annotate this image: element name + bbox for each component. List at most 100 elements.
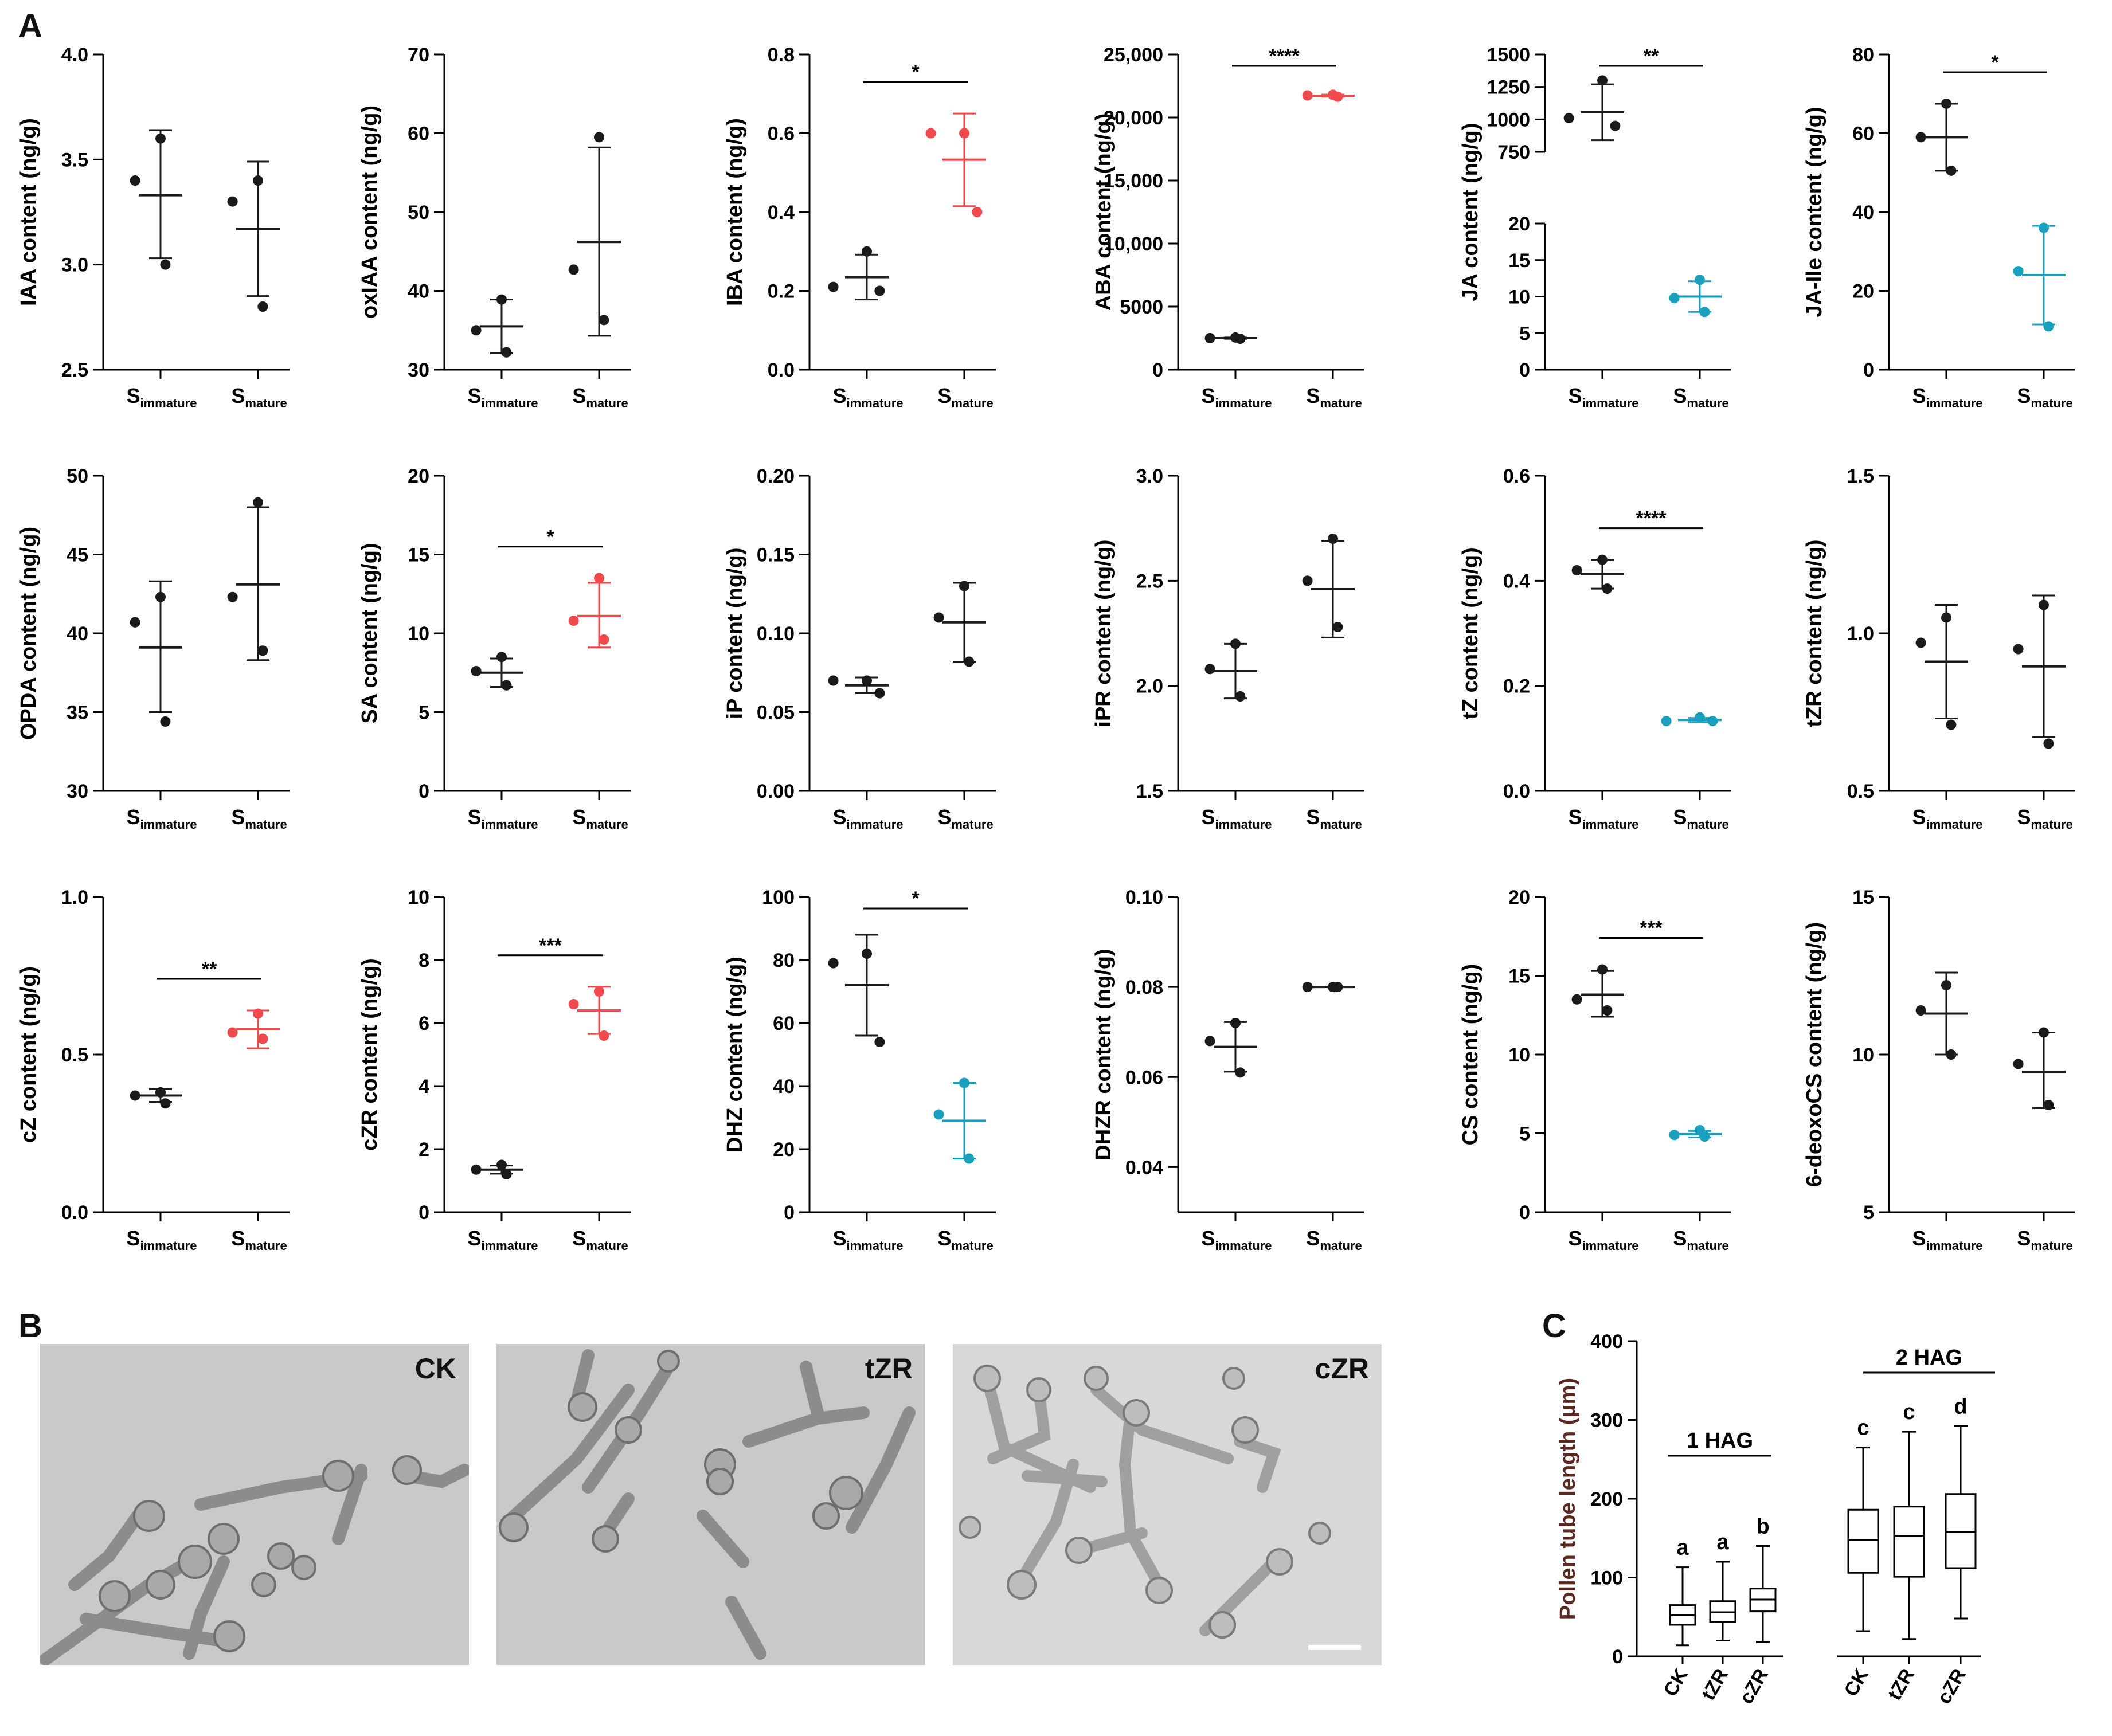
data-point (594, 573, 604, 583)
y-tick-label: 0.5 (1847, 781, 1874, 802)
data-point (1328, 534, 1338, 544)
y-tick-label: 0.10 (1125, 887, 1163, 908)
data-point (1602, 583, 1613, 594)
y-tick-label: 15 (1852, 887, 1874, 908)
box (1847, 1508, 1879, 1574)
data-point (594, 986, 604, 997)
panel-letter-b: B (18, 1307, 42, 1345)
y-tick-label: 0.4 (768, 202, 795, 224)
x-tick-label: Smature (1306, 384, 1362, 410)
y-tick-label: 50 (67, 465, 88, 487)
y-tick-label: 0.08 (1125, 977, 1163, 998)
significance-label: *** (539, 935, 562, 957)
y-tick-label: 3.0 (1136, 465, 1163, 487)
y-tick-label: 10,000 (1104, 233, 1163, 255)
micrograph-tzr: tZR (496, 1344, 925, 1665)
x-tick-label: Smature (2017, 384, 2072, 410)
data-point (130, 617, 140, 628)
data-point (1941, 980, 1951, 990)
data-point (1699, 307, 1710, 318)
y-axis-title: tZ content (ng/g) (1458, 547, 1483, 719)
data-point (568, 264, 579, 275)
y-tick-label: 2.5 (61, 359, 88, 381)
data-point (2039, 599, 2049, 610)
y-axis-title: CS content (ng/g) (1458, 964, 1483, 1146)
x-tick-label: Smature (1673, 384, 1728, 410)
data-point (959, 1077, 969, 1088)
y-tick-label: 40 (773, 1076, 795, 1098)
y-tick-label: 400 (1590, 1331, 1623, 1353)
scale-bar (1308, 1645, 1361, 1650)
y-axis-title: DHZ content (ng/g) (723, 957, 747, 1153)
data-point (2013, 644, 2024, 655)
data-point (227, 1027, 238, 1038)
data-point (471, 666, 482, 676)
data-point (2013, 266, 2024, 277)
y-tick-label: 4.0 (61, 44, 88, 66)
y-tick-label: 20 (1508, 213, 1530, 235)
x-tick-label: Simmature (467, 384, 538, 410)
y-axis-title: oxIAA content (ng/g) (358, 105, 382, 319)
chart-panel-5: 0 5 10 15 20 750 1000 1250 1500 Simmature Smature J… (1458, 44, 1731, 410)
y-tick-label: 0 (1519, 359, 1530, 381)
micrograph-label-ck: CK (414, 1353, 456, 1385)
data-point (1669, 1130, 1680, 1141)
y-tick-label: 5 (419, 702, 429, 724)
y-tick-label: 10 (1508, 1044, 1530, 1066)
y-axis-title: JA content (ng/g) (1458, 123, 1483, 301)
y-tick-label: 20 (773, 1139, 795, 1161)
y-tick-label: 0.0 (1503, 781, 1530, 802)
data-point (471, 1164, 482, 1175)
significance-letter: d (1954, 1395, 1967, 1419)
x-tick-label: Simmature (832, 805, 903, 832)
data-point (2039, 1027, 2049, 1038)
y-axis-title: 6-deoxoCS content (ng/g) (1802, 922, 1827, 1187)
chart-panel-9: 0.00 0.05 0.10 0.15 0.20 Simmature Smature iP c… (723, 465, 996, 832)
data-point (1302, 90, 1313, 101)
data-point (501, 680, 512, 691)
x-tick-label: tZR (1698, 1665, 1732, 1704)
data-point (160, 716, 171, 727)
y-tick-label: 200 (1590, 1488, 1623, 1510)
y-axis-title: IBA content (ng/g) (723, 118, 747, 306)
data-point (253, 1008, 263, 1019)
y-tick-label: 40 (1852, 202, 1874, 224)
data-point (1204, 664, 1215, 675)
y-tick-label: 0 (784, 1202, 795, 1224)
x-tick-label: Smature (2017, 805, 2072, 832)
x-tick-label: Smature (572, 384, 628, 410)
chart-panel-pollen-tube-length: 0 100 200 300 400 Pollen tube length (μm) a CK a… (1556, 1331, 1995, 1708)
data-point (972, 207, 983, 217)
data-point (1332, 91, 1343, 102)
data-point (1230, 1018, 1241, 1028)
chart-panel-2: 30 40 50 60 70 Simmature Smature oxIAA content … (358, 44, 631, 410)
y-tick-label: 20 (1508, 887, 1530, 908)
data-point (594, 132, 604, 143)
y-tick-label: 20,000 (1104, 107, 1163, 129)
x-tick-label: Simmature (126, 805, 197, 832)
data-point (874, 688, 885, 699)
x-tick-label: Smature (1306, 1226, 1362, 1253)
data-point (1946, 165, 1957, 176)
chart-panel-1: 2.5 3.0 3.5 4.0 Simmature Smature IAA content … (17, 44, 290, 410)
data-point (862, 949, 872, 959)
x-tick-label: Simmature (1201, 805, 1272, 832)
data-point (1235, 1067, 1246, 1078)
x-tick-label: Simmature (1912, 384, 1982, 410)
data-point (964, 1153, 975, 1164)
data-point (1941, 612, 1951, 623)
y-tick-label: 100 (762, 887, 795, 908)
y-axis-title: SA content (ng/g) (358, 543, 382, 723)
y-axis-title: Pollen tube length (μm) (1556, 1378, 1580, 1620)
chart-panel-11: 0.0 0.2 0.4 0.6 Simmature Smature tZ content (… (1458, 465, 1731, 832)
data-point (1597, 75, 1608, 86)
y-axis-title: tZR content (ng/g) (1802, 539, 1827, 727)
y-axis-title: IAA content (ng/g) (17, 118, 41, 306)
data-point (1563, 113, 1574, 124)
data-point (130, 175, 140, 186)
data-point (1602, 1005, 1613, 1016)
x-tick-label: Simmature (1568, 805, 1638, 832)
data-point (1707, 716, 1718, 727)
y-tick-label: 0.2 (1503, 676, 1530, 697)
y-tick-label: 0.05 (757, 702, 795, 724)
